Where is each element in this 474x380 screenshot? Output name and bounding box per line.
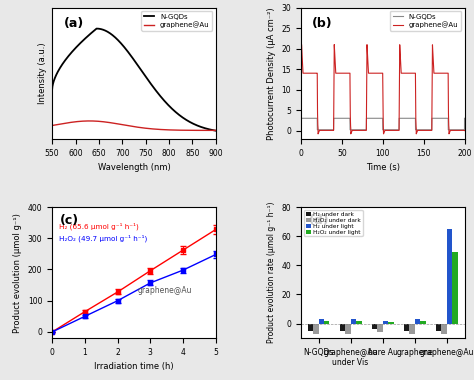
Legend: H₂ under dark, H₂O₂ under dark, H₂ under light, H₂O₂ under light: H₂ under dark, H₂O₂ under dark, H₂ under… (304, 210, 363, 236)
Bar (410, 324, 415, 334)
Line: N-GQDs: N-GQDs (301, 118, 465, 130)
Bar (345, 324, 351, 334)
Bar (319, 319, 324, 324)
N-GQDs (357, 128, 363, 132)
N-GQDs (298, 116, 304, 120)
Bar (356, 321, 362, 324)
Text: graphene@Au: graphene@Au (137, 286, 192, 295)
N-GQDs (124, 48, 129, 52)
Bar (404, 324, 410, 331)
Bar (324, 321, 329, 324)
N-GQDs (78, 40, 84, 45)
Text: H₂ (65.6 μmol g⁻¹ h⁻¹): H₂ (65.6 μmol g⁻¹ h⁻¹) (59, 223, 138, 230)
Y-axis label: Intensity (a.u.): Intensity (a.u.) (37, 43, 46, 104)
Line: graphene@Au: graphene@Au (301, 44, 465, 134)
Bar (383, 321, 388, 324)
N-GQDs (402, 116, 408, 120)
Bar (420, 321, 426, 324)
graphene@Au (419, 128, 425, 133)
N-GQDs (213, 128, 219, 133)
Bar (372, 324, 377, 329)
Line: graphene@Au: graphene@Au (52, 121, 216, 130)
Text: (c): (c) (60, 214, 80, 226)
graphene@Au (91, 119, 97, 124)
graphene@Au (462, 128, 467, 133)
graphene@Au (87, 119, 92, 123)
Bar (436, 324, 441, 331)
graphene@Au (78, 119, 84, 124)
Legend: N-GQDs, graphene@Au: N-GQDs, graphene@Au (141, 11, 212, 31)
N-GQDs (306, 116, 312, 120)
Y-axis label: Product evolution rate (μmol g⁻¹ h⁻¹): Product evolution rate (μmol g⁻¹ h⁻¹) (267, 202, 276, 344)
Line: N-GQDs: N-GQDs (52, 28, 216, 131)
X-axis label: Wavelength (nm): Wavelength (nm) (98, 163, 170, 172)
N-GQDs (159, 95, 164, 100)
X-axis label: Time (s): Time (s) (366, 163, 400, 172)
Legend: N-GQDs, graphene@Au: N-GQDs, graphene@Au (390, 11, 461, 31)
Text: (d): (d) (309, 214, 330, 226)
N-GQDs (146, 79, 152, 83)
Bar (441, 324, 447, 334)
graphene@Au (146, 126, 152, 131)
N-GQDs (395, 128, 401, 132)
graphene@Au (306, 71, 312, 76)
Y-axis label: Photocurrent Density (μA cm⁻²): Photocurrent Density (μA cm⁻²) (267, 7, 276, 139)
X-axis label: Irradiation time (h): Irradiation time (h) (94, 363, 174, 372)
graphene@Au (395, 128, 401, 133)
graphene@Au (173, 128, 179, 132)
graphene@Au (49, 123, 55, 128)
N-GQDs (462, 116, 467, 120)
Bar (447, 229, 452, 324)
graphene@Au (402, 71, 408, 76)
Bar (340, 324, 345, 331)
Text: (b): (b) (312, 17, 333, 30)
graphene@Au (298, 128, 304, 133)
Bar (313, 324, 319, 334)
graphene@Au (213, 128, 219, 133)
graphene@Au (428, 128, 434, 133)
Bar (351, 319, 356, 324)
Y-axis label: Product evolution (μmol g⁻¹): Product evolution (μmol g⁻¹) (13, 213, 22, 332)
graphene@Au (299, 42, 304, 47)
N-GQDs (49, 87, 55, 92)
N-GQDs (428, 128, 434, 132)
N-GQDs (173, 110, 179, 114)
N-GQDs (94, 26, 100, 31)
N-GQDs (314, 128, 320, 132)
graphene@Au (124, 123, 129, 128)
Bar (452, 252, 458, 324)
Text: (a): (a) (64, 17, 84, 30)
graphene@Au (159, 127, 164, 132)
Bar (377, 324, 383, 332)
graphene@Au (357, 128, 363, 133)
graphene@Au (315, 131, 321, 136)
Bar (388, 322, 393, 324)
Bar (308, 324, 313, 331)
N-GQDs (419, 128, 425, 132)
N-GQDs (91, 28, 97, 33)
Text: H₂O₂ (49.7 μmol g⁻¹ h⁻¹): H₂O₂ (49.7 μmol g⁻¹ h⁻¹) (59, 234, 147, 242)
Bar (415, 319, 420, 324)
